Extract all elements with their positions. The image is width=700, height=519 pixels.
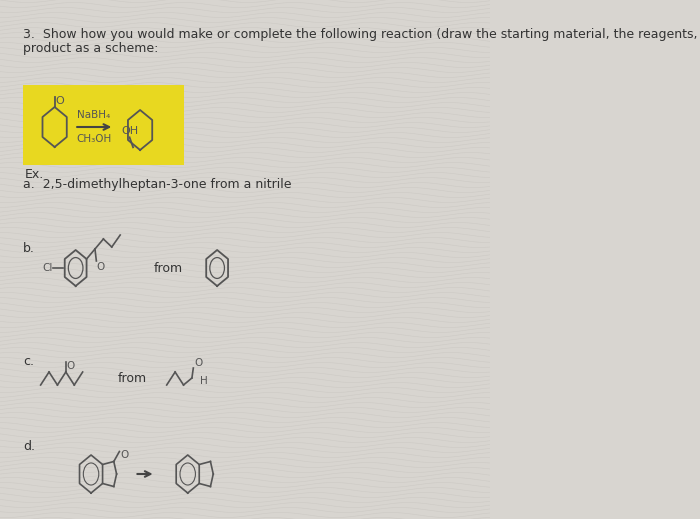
Text: b.: b. [23, 242, 35, 255]
Text: CH₃OH: CH₃OH [76, 134, 111, 144]
Text: Cl: Cl [42, 263, 52, 273]
Text: O: O [55, 96, 64, 106]
FancyBboxPatch shape [23, 85, 184, 165]
Text: c.: c. [23, 355, 34, 368]
Text: from: from [154, 262, 183, 275]
Text: O: O [97, 262, 104, 272]
Text: from: from [118, 372, 147, 385]
Text: Ex.: Ex. [25, 168, 44, 181]
Text: a.  2,5-dimethylheptan-3-one from a nitrile: a. 2,5-dimethylheptan-3-one from a nitri… [23, 178, 292, 191]
Text: d.: d. [23, 440, 35, 453]
Text: O: O [194, 358, 202, 368]
Text: NaBH₄: NaBH₄ [77, 110, 111, 120]
Text: O: O [120, 450, 128, 460]
Text: H: H [200, 376, 208, 386]
Text: product as a scheme:: product as a scheme: [23, 42, 158, 55]
Text: OH: OH [121, 126, 138, 136]
Text: O: O [66, 361, 75, 371]
Text: 3.  Show how you would make or complete the following reaction (draw the startin: 3. Show how you would make or complete t… [23, 28, 700, 41]
